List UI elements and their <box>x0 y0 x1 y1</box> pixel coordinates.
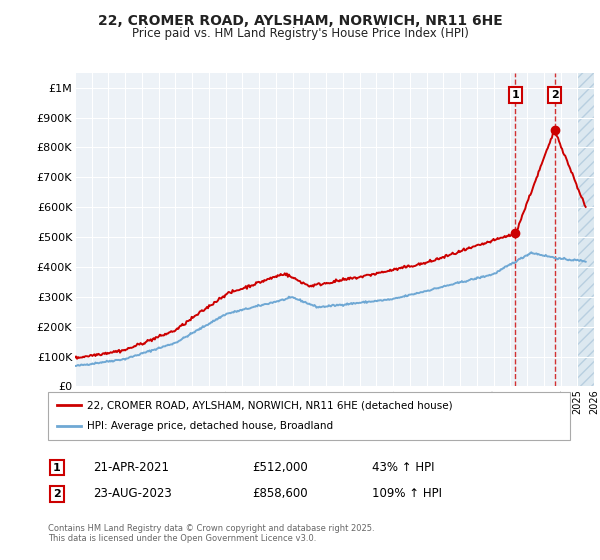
Text: £858,600: £858,600 <box>252 487 308 501</box>
Text: 21-APR-2021: 21-APR-2021 <box>93 461 169 474</box>
Text: 2: 2 <box>53 489 61 499</box>
Text: 43% ↑ HPI: 43% ↑ HPI <box>372 461 434 474</box>
Text: 22, CROMER ROAD, AYLSHAM, NORWICH, NR11 6HE (detached house): 22, CROMER ROAD, AYLSHAM, NORWICH, NR11 … <box>87 400 452 410</box>
Text: HPI: Average price, detached house, Broadland: HPI: Average price, detached house, Broa… <box>87 421 333 431</box>
Text: 1: 1 <box>53 463 61 473</box>
Text: 1: 1 <box>512 90 520 100</box>
Text: 23-AUG-2023: 23-AUG-2023 <box>93 487 172 501</box>
Text: 2: 2 <box>551 90 559 100</box>
Text: £512,000: £512,000 <box>252 461 308 474</box>
Text: Price paid vs. HM Land Registry's House Price Index (HPI): Price paid vs. HM Land Registry's House … <box>131 27 469 40</box>
Text: Contains HM Land Registry data © Crown copyright and database right 2025.
This d: Contains HM Land Registry data © Crown c… <box>48 524 374 543</box>
Text: 22, CROMER ROAD, AYLSHAM, NORWICH, NR11 6HE: 22, CROMER ROAD, AYLSHAM, NORWICH, NR11 … <box>98 14 502 28</box>
Bar <box>577 73 594 386</box>
Bar <box>577 73 594 386</box>
Text: 109% ↑ HPI: 109% ↑ HPI <box>372 487 442 501</box>
